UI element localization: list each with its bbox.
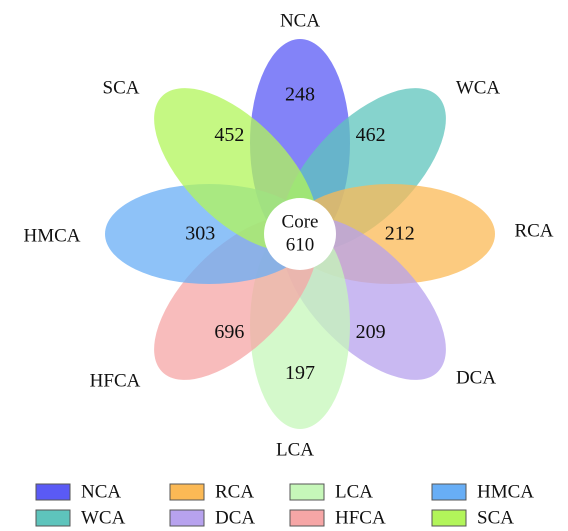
core-circle — [264, 198, 336, 270]
legend: NCA RCA LCA HMCA WCA DCA HFCA SCA — [35, 481, 534, 528]
core-count: 610 — [286, 234, 315, 255]
petals — [105, 39, 495, 429]
petal-label-hfca: HFCA — [90, 370, 141, 391]
legend-label-hmca: HMCA — [477, 481, 534, 502]
legend-label-sca: SCA — [477, 507, 514, 528]
petal-count-rca: 212 — [385, 223, 415, 245]
petal-count-hfca: 696 — [214, 321, 244, 343]
legend-swatch-dca — [169, 509, 205, 527]
legend-label-rca: RCA — [215, 481, 254, 502]
legend-label-dca: DCA — [215, 507, 255, 528]
petal-label-dca: DCA — [456, 367, 496, 388]
legend-label-lca: LCA — [335, 481, 373, 502]
petal-labels: NCA WCA RCA DCA LCA HFCA HMCA SCA — [23, 10, 553, 460]
petal-count-wca: 462 — [356, 124, 386, 146]
legend-swatch-nca — [35, 483, 71, 501]
petal-count-hmca: 303 — [185, 223, 215, 245]
legend-label-nca: NCA — [81, 481, 121, 502]
petal-count-dca: 209 — [356, 321, 386, 343]
legend-swatch-hfca — [289, 509, 325, 527]
petal-count-sca: 452 — [214, 124, 244, 146]
legend-swatch-lca — [289, 483, 325, 501]
petal-count-lca: 197 — [285, 362, 315, 384]
petal-counts: 248 462 212 209 197 696 303 452 — [185, 83, 415, 383]
petal-label-nca: NCA — [280, 10, 320, 31]
core-label: Core — [282, 211, 319, 232]
legend-swatch-rca — [169, 483, 205, 501]
petal-label-hmca: HMCA — [23, 225, 80, 246]
petal-label-rca: RCA — [514, 220, 553, 241]
legend-swatch-wca — [35, 509, 71, 527]
petal-count-nca: 248 — [285, 83, 315, 105]
petal-label-lca: LCA — [276, 439, 314, 460]
legend-label-hfca: HFCA — [335, 507, 386, 528]
legend-swatch-hmca — [431, 483, 467, 501]
legend-swatch-sca — [431, 509, 467, 527]
petal-label-sca: SCA — [103, 77, 140, 98]
legend-label-wca: WCA — [81, 507, 126, 528]
petal-label-wca: WCA — [456, 77, 501, 98]
